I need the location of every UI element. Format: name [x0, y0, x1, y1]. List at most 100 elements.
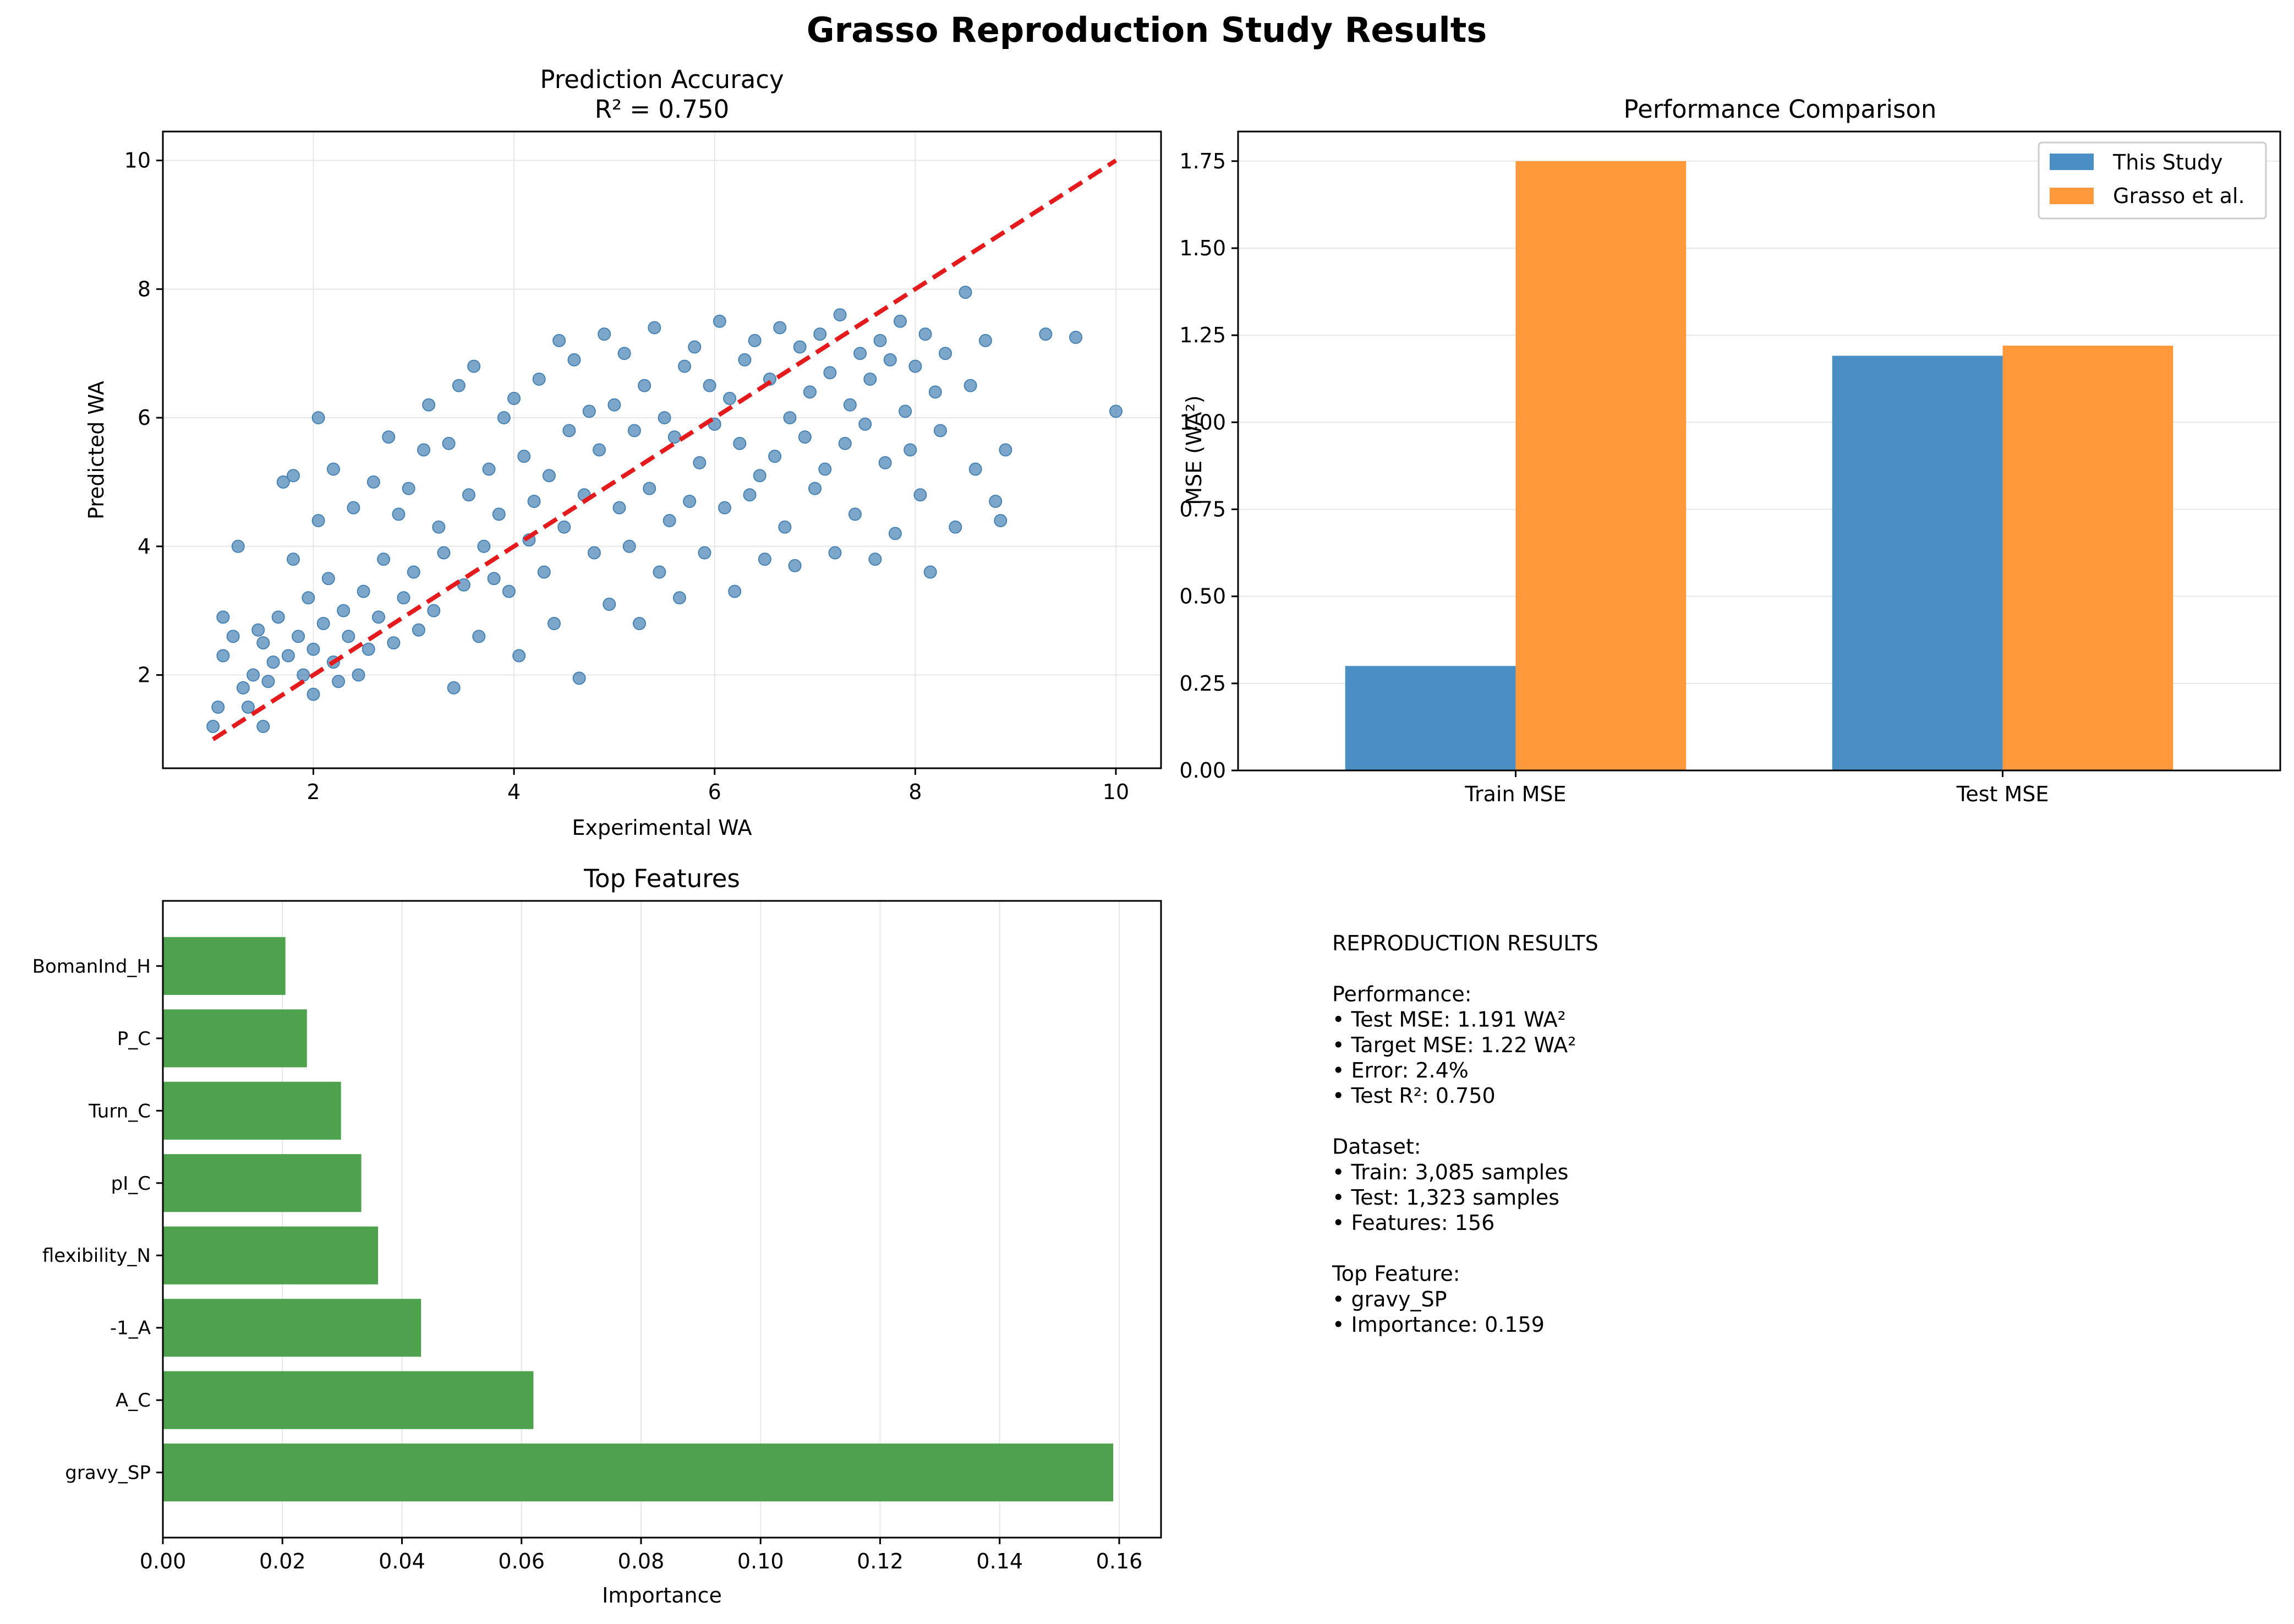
summary-line: • Target MSE: 1.22 WA² — [1332, 1033, 1576, 1057]
scatter-point — [226, 630, 240, 643]
scatter-point — [803, 385, 817, 399]
scatter-point — [216, 649, 230, 663]
scatter-point — [1039, 327, 1053, 341]
scatter-point — [873, 333, 887, 347]
features-frame — [162, 900, 1162, 1539]
scatter-point — [357, 584, 370, 598]
scatter-grid — [163, 132, 1161, 768]
x-tick-label: 0.06 — [498, 1549, 545, 1573]
features-xlabel: Importance — [602, 1583, 722, 1607]
scatter-point — [643, 482, 656, 495]
scatter-point — [306, 687, 320, 701]
scatter-point — [497, 411, 511, 425]
scatter-point — [978, 333, 992, 347]
scatter-point — [402, 482, 415, 495]
scatter-point — [442, 436, 456, 450]
feature-bar — [163, 1009, 307, 1068]
scatter-point — [311, 514, 325, 528]
bar-this-study — [1345, 666, 1516, 770]
summary-line: • Train: 3,085 samples — [1332, 1160, 1568, 1184]
scatter-point — [813, 327, 827, 341]
summary-line: • Importance: 0.159 — [1332, 1313, 1545, 1337]
scatter-point — [653, 565, 666, 579]
scatter-point — [427, 604, 441, 617]
y-tick-label: 1.25 — [1179, 323, 1226, 347]
scatter-point — [1109, 404, 1123, 418]
feature-bar — [163, 1299, 421, 1357]
scatter-point — [251, 623, 265, 637]
scatter-point — [607, 398, 621, 412]
scatter-point — [888, 527, 902, 540]
legend-box — [2038, 141, 2267, 220]
scatter-point — [617, 347, 631, 360]
scatter-point — [472, 630, 486, 643]
x-tick-label: 0.08 — [618, 1549, 665, 1573]
scatter-point — [332, 675, 346, 688]
scatter-point — [908, 359, 922, 373]
summary-line: Top Feature: — [1332, 1262, 1460, 1286]
x-tick-label: 0.00 — [140, 1549, 187, 1573]
scatter-point — [256, 636, 270, 650]
features-bars — [163, 937, 1114, 1502]
scatter-point — [482, 462, 496, 476]
scatter-frame — [162, 130, 1162, 769]
scatter-point — [552, 333, 566, 347]
comparison-panel: Performance Comparison 0.00 0.25 0.50 0.75 1… — [1179, 95, 2281, 806]
summary-line: • Error: 2.4% — [1332, 1058, 1469, 1082]
feature-bar — [163, 1081, 341, 1140]
scatter-point — [316, 617, 330, 631]
features-title: Top Features — [583, 864, 740, 893]
scatter-point — [843, 398, 857, 412]
feature-label: gravy_SP — [65, 1462, 151, 1484]
legend-label-this-study: This Study — [2112, 150, 2222, 174]
scatter-point — [337, 604, 351, 617]
y-tick-label: 4 — [138, 534, 151, 559]
scatter-point — [366, 475, 380, 489]
scatter-point — [678, 359, 692, 373]
scatter-point — [302, 591, 315, 605]
feature-bar — [163, 937, 286, 995]
scatter-point — [999, 443, 1012, 457]
scatter-point — [261, 675, 275, 688]
scatter-point — [352, 668, 365, 682]
feature-label: BomanInd_H — [32, 955, 151, 977]
scatter-point — [728, 584, 742, 598]
feature-label: -1_A — [110, 1317, 151, 1339]
feature-label: P_C — [117, 1028, 151, 1050]
scatter-point — [387, 636, 401, 650]
scatter-point — [467, 359, 481, 373]
y-tick-label: 0.50 — [1179, 584, 1226, 609]
bar-grasso — [2002, 346, 2173, 770]
scatter-point — [768, 450, 782, 463]
scatter-point — [672, 591, 686, 605]
x-tick-label: 0.04 — [379, 1549, 425, 1573]
summary-line: Performance: — [1332, 982, 1472, 1006]
scatter-point — [572, 671, 586, 685]
scatter-point — [517, 450, 531, 463]
scatter-point — [773, 321, 787, 335]
scatter-point — [236, 681, 250, 695]
scatter-point — [853, 347, 867, 360]
scatter-point — [968, 462, 982, 476]
x-tick-label: 6 — [708, 780, 721, 804]
scatter-point — [878, 456, 892, 469]
scatter-point — [883, 353, 897, 367]
scatter-ylabel: Predicted WA — [84, 381, 108, 520]
scatter-point — [306, 642, 320, 656]
scatter-point — [382, 430, 396, 444]
scatter-point — [928, 385, 942, 399]
comparison-ticks: 0.00 0.25 0.50 0.75 1.00 1.25 1.50 1.75 Train MS… — [1179, 149, 2049, 806]
scatter-point — [297, 668, 310, 682]
scatter-point — [206, 720, 220, 734]
y-tick-label: 2 — [138, 663, 151, 687]
y-tick-label: 1.75 — [1179, 149, 1226, 173]
y-tick-label: 1.00 — [1179, 410, 1226, 434]
scatter-point — [241, 700, 255, 714]
scatter-point — [457, 578, 470, 592]
scatter-point — [663, 514, 676, 528]
scatter-point — [492, 507, 506, 521]
scatter-point — [562, 424, 576, 438]
scatter-point — [893, 314, 907, 328]
summary-line: • Features: 156 — [1332, 1211, 1494, 1235]
x-tick-label: 8 — [908, 780, 922, 804]
